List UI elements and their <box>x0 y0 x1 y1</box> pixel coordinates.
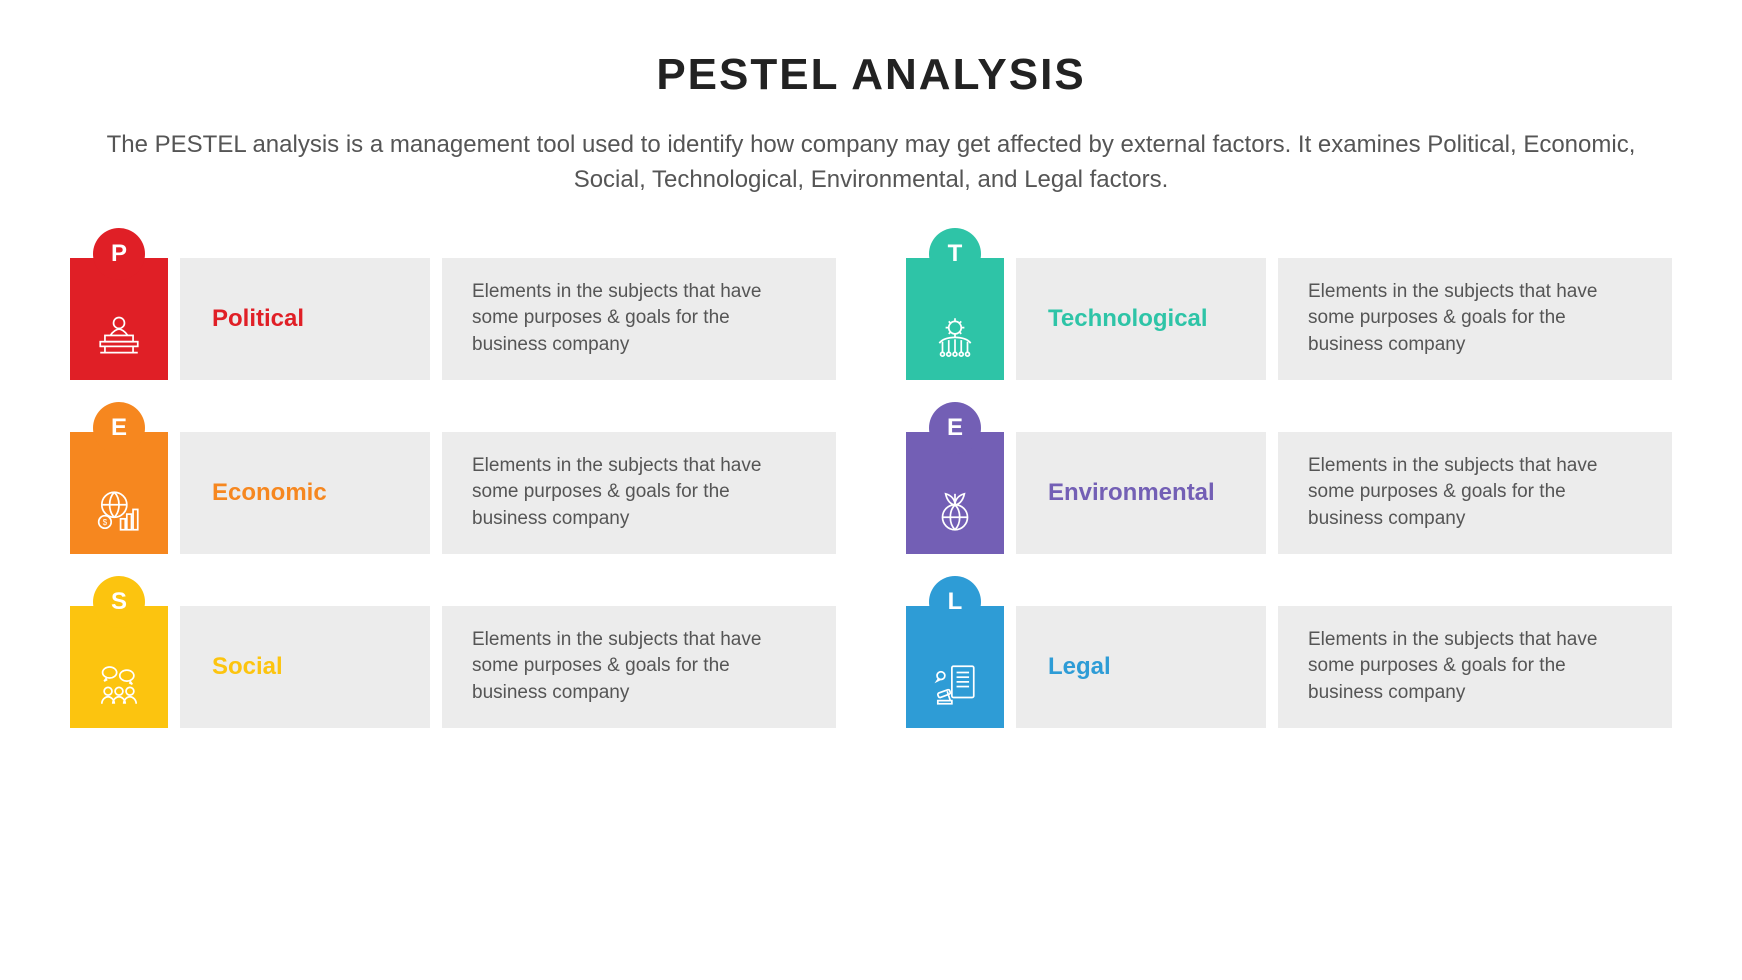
desc-political: Elements in the subjects that have some … <box>442 258 836 380</box>
page-title: PESTEL ANALYSIS <box>60 50 1682 100</box>
badge-legal: L <box>929 576 981 628</box>
page-subtitle: The PESTEL analysis is a management tool… <box>101 128 1641 198</box>
badge-political: P <box>93 228 145 280</box>
card-political: P Political Elements in the subjects tha… <box>70 258 836 380</box>
label-social: Social <box>180 606 430 728</box>
label-technological: Technological <box>1016 258 1266 380</box>
badge-technological: T <box>929 228 981 280</box>
badge-social: S <box>93 576 145 628</box>
desc-legal: Elements in the subjects that have some … <box>1278 606 1672 728</box>
desc-technological: Elements in the subjects that have some … <box>1278 258 1672 380</box>
desc-social: Elements in the subjects that have some … <box>442 606 836 728</box>
card-legal: L Legal Elements in the subjects that ha… <box>906 606 1672 728</box>
label-legal: Legal <box>1016 606 1266 728</box>
label-environmental: Environmental <box>1016 432 1266 554</box>
badge-environmental: E <box>929 402 981 454</box>
label-political: Political <box>180 258 430 380</box>
card-economic: E $ Economic Elements in the subjects th… <box>70 432 836 554</box>
svg-text:$: $ <box>103 518 108 527</box>
desc-environmental: Elements in the subjects that have some … <box>1278 432 1672 554</box>
badge-economic: E <box>93 402 145 454</box>
pestel-grid: P Political Elements in the subjects tha… <box>60 258 1682 728</box>
card-environmental: E Environmental Elements in the subjects… <box>906 432 1672 554</box>
label-economic: Economic <box>180 432 430 554</box>
card-technological: T Technological Elements in the subjects… <box>906 258 1672 380</box>
card-social: S Social Elements in the subjects that h… <box>70 606 836 728</box>
desc-economic: Elements in the subjects that have some … <box>442 432 836 554</box>
